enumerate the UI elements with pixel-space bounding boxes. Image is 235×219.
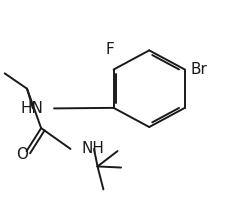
Text: NH: NH <box>81 141 104 156</box>
Text: F: F <box>106 42 114 57</box>
Text: O: O <box>16 147 28 162</box>
Text: HN: HN <box>21 101 43 116</box>
Text: Br: Br <box>191 62 208 77</box>
